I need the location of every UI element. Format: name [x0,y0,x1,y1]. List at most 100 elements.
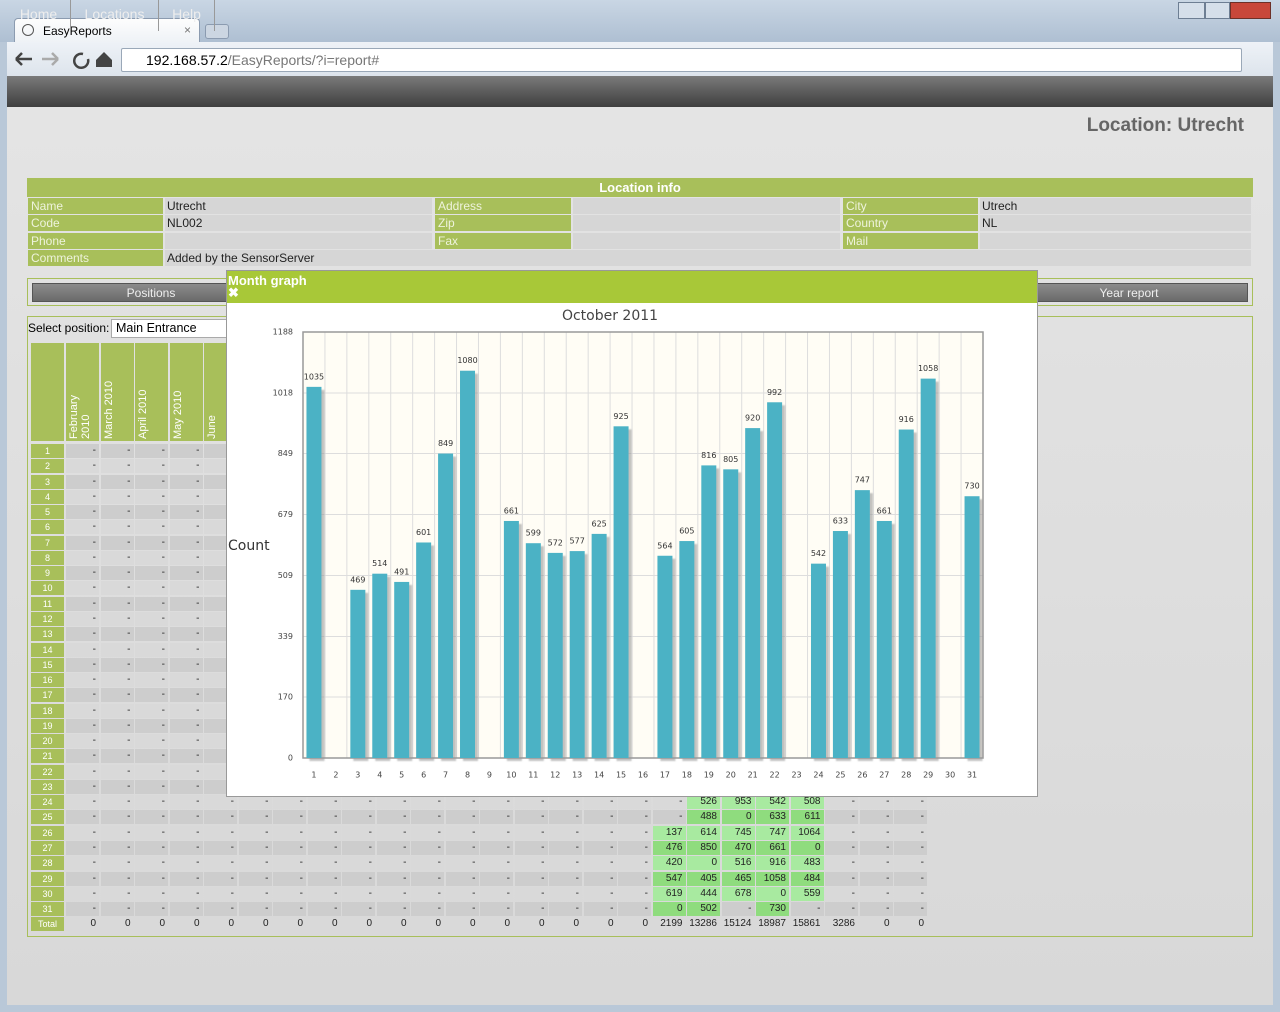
month-cell: - [169,825,203,840]
bar [679,541,695,758]
row-label: 18 [31,703,64,718]
month-cell: - [618,886,651,901]
month-cell: - [169,734,203,749]
month-cell: 488 [687,810,720,825]
month-cell: - [100,505,134,520]
month-cell: - [307,795,341,810]
nav-buttons[interactable] [7,42,117,76]
nav-item[interactable]: Home [7,0,71,31]
value-label: 1080 [457,356,477,365]
bar [547,552,563,758]
maximize[interactable] [1205,2,1230,19]
value-label: 1035 [304,372,324,381]
tab-button[interactable]: Positions [32,283,270,302]
month-cell: 0 [307,917,341,932]
x-tick-label: 12 [550,771,560,780]
month-cell: - [169,673,203,688]
month-cell: - [135,856,168,871]
nav-item[interactable]: Help [159,0,215,31]
month-cell: - [549,825,582,840]
month-cell: - [411,856,444,871]
month-cell: - [549,886,582,901]
month-cell: 0 [66,917,99,932]
month-cell: - [100,535,134,550]
month-cell: - [100,673,134,688]
month-cell: - [66,657,99,672]
month-cell: 0 [445,917,479,932]
bar [898,429,914,758]
month-cell: - [549,795,582,810]
info-value: Added by the SensorServer [165,249,1251,266]
row-label: 29 [31,871,64,886]
nav-item[interactable]: Locations [71,0,159,31]
month-cell: - [100,810,134,825]
month-cell: - [894,795,927,810]
month-cell: - [66,795,99,810]
value-label: 1058 [918,364,938,373]
month-cell: - [825,795,858,810]
row-label: 19 [31,718,64,733]
month-cell: - [859,810,893,825]
value-label: 816 [701,451,716,460]
value-label: 730 [964,482,979,491]
month-cell: - [307,856,341,871]
month-cell: - [445,856,479,871]
info-label: City [843,198,978,214]
month-cell: - [169,489,203,504]
month-cell: - [135,535,168,550]
month-cell: 1064 [790,825,824,840]
bar [876,520,892,758]
month-cell: - [825,856,858,871]
month-cell: 559 [790,886,824,901]
x-tick-label: 30 [945,771,955,780]
month-header: March 2010 [100,343,134,441]
close-window[interactable] [1230,2,1271,19]
month-cell: - [100,581,134,596]
minimize[interactable] [1178,2,1205,19]
x-tick-label: 11 [528,771,538,780]
month-cell: - [652,795,686,810]
month-cell: 0 [583,917,617,932]
month-cell: - [66,581,99,596]
row-label: 9 [31,566,64,581]
position-select[interactable]: Main Entrance [111,319,231,338]
month-header: February 2010 [66,343,99,441]
month-cell: - [411,871,444,886]
row-label: 14 [31,642,64,657]
month-cell: - [894,886,927,901]
address-bar[interactable]: 192.168.57.2/EasyReports/?i=report# [121,48,1242,72]
month-cell: - [169,856,203,871]
x-tick-label: 7 [443,771,448,780]
month-cell: - [169,902,203,917]
bar [460,370,476,758]
x-tick-label: 9 [487,771,492,780]
new-tab[interactable] [205,24,229,39]
browser-tab[interactable]: EasyReports × [14,18,200,43]
month-cell: 747 [756,825,789,840]
dialog-close[interactable]: ✖ [228,285,239,300]
month-cell: - [169,611,203,626]
month-cell: - [135,657,168,672]
x-tick-label: 28 [901,771,911,780]
month-cell: 633 [756,810,789,825]
month-cell: 516 [721,856,755,871]
month-cell: - [66,550,99,565]
month-cell: - [66,566,99,581]
month-cell: - [825,810,858,825]
month-cell: - [66,505,99,520]
tab-button[interactable]: Year report [1010,283,1248,302]
month-cell: - [480,825,513,840]
value-label: 572 [548,538,563,547]
tab-close[interactable]: × [183,23,191,37]
month-cell: - [549,871,582,886]
month-cell: 13286 [687,917,720,932]
month-cell: 0 [618,917,651,932]
month-cell: - [66,902,99,917]
month-cell: - [273,886,306,901]
month-cell: - [135,871,168,886]
tab-icon [22,24,34,36]
month-cell: - [135,566,168,581]
month-cell: - [66,627,99,642]
month-cell: - [273,902,306,917]
month-cell: 0 [135,917,168,932]
